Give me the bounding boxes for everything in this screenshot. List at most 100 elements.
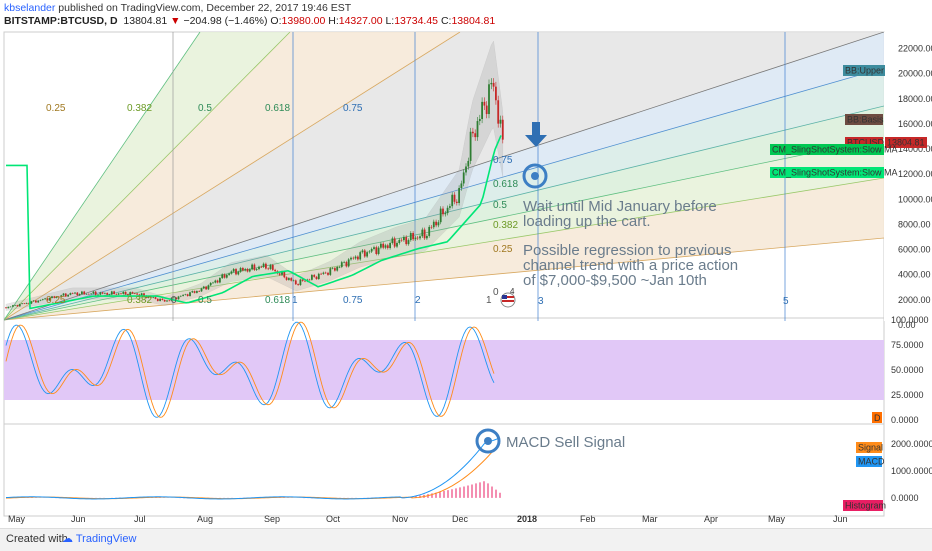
- symbol-ticker[interactable]: BITSTAMP:BTCUSD, D: [4, 15, 118, 27]
- candle: [442, 208, 444, 215]
- time-tick: May: [8, 514, 26, 524]
- price-axis[interactable]: 22000.00 20000.00 18000.00 16000.00 14000.00…: [770, 32, 932, 330]
- time-tick: May: [768, 514, 786, 524]
- candle: [304, 280, 306, 282]
- candle: [113, 291, 115, 294]
- annotation-line2: loading up the cart.: [523, 213, 651, 230]
- candle: [202, 286, 205, 289]
- slow-ma-badge-1-bg: [770, 144, 884, 155]
- candle: [196, 291, 198, 293]
- fib-fan-lines: [4, 32, 884, 321]
- candle: [124, 291, 127, 295]
- stoch-tick: 25.0000: [891, 390, 924, 400]
- candle: [271, 265, 274, 270]
- price-tick: 16000.00: [898, 119, 932, 129]
- candle: [315, 276, 318, 280]
- candle: [324, 272, 327, 274]
- candle: [370, 248, 373, 252]
- candle: [308, 279, 311, 281]
- candle: [327, 272, 329, 275]
- candle: [212, 282, 214, 284]
- price-tick: 10000.00: [898, 194, 932, 204]
- fib-top-label: 0.618: [265, 103, 290, 114]
- candle: [278, 273, 281, 275]
- macd-pane[interactable]: [3, 423, 885, 517]
- candle: [416, 237, 419, 239]
- candle: [357, 256, 359, 260]
- candle: [108, 294, 111, 296]
- chart-canvas[interactable]: 0.25 0.382 0.5 0.618 0.750.25 0.382 0 0.5 0.618 1…: [0, 28, 932, 528]
- stoch-axis[interactable]: 100.0000 75.0000 50.0000 25.0000 0.0000 D: [872, 315, 929, 425]
- fib-bottom-label: 2: [415, 295, 421, 306]
- annotation-line3: Possible regression to previous: [523, 242, 731, 259]
- candle: [223, 274, 226, 278]
- candle: [64, 293, 67, 297]
- macd-badge: Histogram: [845, 501, 886, 511]
- candle: [244, 269, 247, 271]
- annotation-line5: of $7,000-$9,500 ~Jan 10th: [523, 272, 707, 289]
- candle: [423, 229, 426, 239]
- candle: [246, 269, 249, 272]
- candle: [426, 235, 428, 239]
- candle: [377, 247, 380, 254]
- candle: [465, 166, 467, 173]
- candle: [16, 305, 19, 307]
- time-tick: Feb: [580, 514, 596, 524]
- candle: [94, 291, 97, 295]
- candle: [311, 275, 313, 280]
- candle: [262, 263, 265, 267]
- down-arrow-icon: ▼: [170, 15, 181, 27]
- stoch-band: [4, 340, 884, 400]
- candle: [414, 237, 417, 240]
- author-link[interactable]: kbselander: [4, 2, 56, 14]
- tradingview-logo[interactable]: ☁ TradingView: [62, 533, 137, 545]
- candle: [127, 294, 129, 296]
- candle: [242, 268, 244, 271]
- created-with-label: Created with: [6, 533, 68, 545]
- candle: [368, 251, 371, 253]
- candle: [499, 119, 502, 124]
- candle: [469, 131, 472, 161]
- time-axis[interactable]: May Jun Jul Aug Sep Oct Nov Dec 2018 Feb Mar Apr May…: [8, 514, 848, 524]
- fib-bottom-label: 1: [486, 295, 492, 306]
- candle: [179, 295, 182, 297]
- candle: [501, 119, 504, 140]
- stoch-tick: 100.0000: [891, 315, 929, 325]
- candle: [313, 275, 316, 277]
- macd-axis[interactable]: 2000.0000 1000.0000 0.0000 Signal MACD Histog…: [843, 439, 932, 511]
- candle: [255, 269, 258, 270]
- candle: [453, 194, 456, 202]
- open-label: O:: [270, 15, 282, 27]
- candle: [288, 278, 290, 280]
- candle: [85, 293, 88, 295]
- candle: [55, 296, 58, 298]
- candle: [41, 299, 44, 301]
- close-value: 13804.81: [451, 15, 496, 27]
- candle: [156, 298, 159, 301]
- macd-tick: 0.0000: [891, 493, 919, 503]
- time-tick: Mar: [642, 514, 658, 524]
- candle: [393, 238, 396, 247]
- fib-bottom-label: 0.5: [198, 295, 212, 306]
- candle: [225, 274, 228, 278]
- candle: [81, 291, 83, 294]
- candle: [467, 160, 470, 167]
- candle: [386, 245, 389, 249]
- fib-bottom-label: 1: [292, 295, 298, 306]
- candle: [409, 233, 412, 241]
- candle: [32, 300, 35, 302]
- candle: [449, 206, 451, 208]
- candle: [74, 292, 76, 294]
- candle: [214, 280, 217, 283]
- candle: [478, 118, 481, 122]
- candle: [58, 296, 60, 298]
- candle: [12, 305, 14, 307]
- macd-badge-bg: [856, 442, 882, 453]
- candle: [198, 291, 201, 292]
- candle: [131, 292, 134, 294]
- candle: [343, 262, 345, 263]
- candle: [230, 271, 233, 274]
- candle: [37, 300, 40, 303]
- candle: [175, 297, 178, 300]
- candle: [495, 86, 497, 101]
